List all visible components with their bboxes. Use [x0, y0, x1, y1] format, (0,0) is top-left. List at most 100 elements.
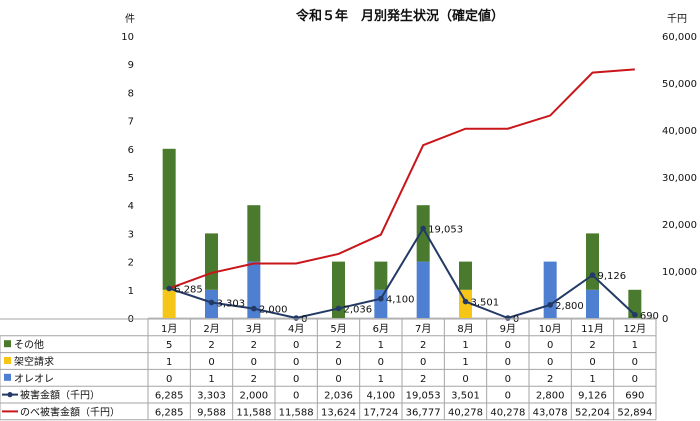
right-tick-label: 50,000 — [662, 79, 697, 90]
table-cell: 2,800 — [536, 391, 565, 402]
cumulative-damage-line — [168, 68, 635, 290]
bar-oreore — [543, 261, 557, 318]
monthly-damage-point — [632, 311, 638, 318]
table-cell: 0 — [505, 374, 511, 385]
table-cell: 52,204 — [575, 407, 610, 418]
monthly-damage-point-label: 690 — [640, 311, 659, 322]
bar-other — [205, 233, 218, 290]
table-cell: 0 — [293, 357, 299, 368]
x-tick-label: 4月 — [288, 323, 304, 335]
table-cell: 19,053 — [406, 391, 441, 402]
table-cell: 2 — [589, 340, 595, 351]
chart-title: 令和５年 月別発生状況（確定値） — [296, 8, 504, 24]
table-cell: 0 — [632, 357, 638, 368]
monthly-damage-point — [251, 305, 257, 312]
left-tick-label: 7 — [128, 117, 134, 128]
table-cell: 13,624 — [321, 407, 356, 418]
monthly-damage-point-label: 2,036 — [344, 304, 373, 315]
monthly-damage-point — [505, 315, 511, 321]
table-cell: 36,777 — [406, 407, 441, 418]
monthly-damage-point-label: 6,285 — [174, 284, 203, 295]
table-cell: 5 — [166, 340, 172, 351]
bar-other — [374, 261, 388, 290]
table-cell: 3,501 — [451, 391, 480, 402]
bar-other — [416, 205, 430, 262]
left-tick-label: 6 — [128, 145, 134, 156]
table-cell: 2,036 — [324, 391, 353, 402]
table-cell: 9,588 — [197, 407, 226, 418]
monthly-damage-point — [589, 272, 596, 278]
table-cell: 3,303 — [197, 391, 226, 402]
table-cell: 2 — [208, 340, 214, 351]
legend-monthly-damage-key-marker — [7, 392, 13, 398]
table-cell: 11,588 — [236, 407, 271, 418]
x-tick-label: 3月 — [246, 323, 262, 335]
legend-oreore-label: オレオレ — [14, 373, 54, 385]
table-cell: 4,100 — [367, 391, 396, 402]
bar-other — [586, 233, 599, 290]
bar-oreore — [416, 261, 430, 318]
monthly-damage-point — [462, 298, 469, 305]
table-cell: 17,724 — [363, 407, 398, 418]
table-cell: 0 — [505, 391, 511, 402]
legend-monthly-damage-label: 被害金額（千円） — [20, 389, 100, 402]
table-cell: 6,285 — [155, 391, 184, 402]
left-axis-unit: 件 — [125, 13, 135, 25]
table-cell: 0 — [335, 374, 341, 385]
table-cell: 0 — [293, 374, 299, 385]
x-tick-label: 6月 — [373, 323, 389, 335]
table-cell: 0 — [462, 374, 468, 385]
table-cell: 0 — [335, 357, 341, 368]
table-cell: 0 — [293, 340, 299, 351]
monthly-damage-point — [166, 285, 172, 292]
right-axis-unit: 千円 — [667, 13, 687, 25]
table-cell: 2 — [335, 340, 341, 351]
table-cell: 0 — [208, 357, 214, 368]
right-tick-label: 60,000 — [662, 32, 697, 43]
x-tick-label: 2月 — [203, 323, 219, 335]
left-tick-label: 10 — [121, 32, 134, 43]
monthly-damage-point-label: 3,303 — [217, 298, 246, 309]
monthly-damage-point — [378, 295, 384, 302]
table-cell: 0 — [378, 357, 384, 368]
x-tick-label: 10月 — [539, 323, 562, 335]
x-tick-label: 1月 — [161, 323, 177, 335]
table-cell: 1 — [589, 374, 595, 385]
bar-other — [247, 205, 261, 262]
monthly-damage-point-label: 4,100 — [386, 295, 415, 306]
monthly-damage-point-label: 9,126 — [598, 271, 627, 282]
table-cell: 11,588 — [279, 407, 314, 418]
bar-kakuu-seikyu — [162, 289, 176, 318]
legend-oreore-key — [4, 373, 11, 381]
left-tick-label: 4 — [128, 201, 134, 212]
left-tick-label: 5 — [128, 173, 134, 184]
table-cell: 1 — [166, 357, 172, 368]
table-cell: 52,894 — [617, 407, 652, 418]
table-cell: 0 — [547, 340, 553, 351]
table-cell: 2,000 — [240, 391, 269, 402]
table-cell: 1 — [632, 340, 638, 351]
left-tick-label: 1 — [128, 286, 134, 297]
x-tick-label: 8月 — [457, 323, 473, 335]
left-tick-label: 3 — [128, 229, 134, 240]
monthly-damage-point-label: 2,800 — [555, 301, 584, 312]
x-tick-label: 9月 — [500, 323, 516, 335]
bar-oreore — [247, 261, 261, 318]
table-cell: 2 — [420, 374, 426, 385]
bar-oreore — [586, 289, 599, 318]
bar-other — [162, 148, 176, 290]
bar-other — [459, 261, 472, 290]
right-tick-label: 20,000 — [662, 220, 697, 231]
table-cell: 690 — [625, 391, 644, 402]
monthly-damage-point — [547, 302, 553, 308]
table-cell: 0 — [251, 357, 257, 368]
left-tick-label: 8 — [128, 88, 134, 99]
table-cell: 0 — [632, 374, 638, 385]
table-cell: 0 — [589, 357, 595, 368]
table-cell: 1 — [462, 357, 468, 368]
table-cell: 0 — [166, 374, 172, 385]
monthly-damage-point — [208, 299, 215, 306]
x-tick-label: 5月 — [330, 323, 346, 335]
table-cell: 2 — [251, 374, 257, 385]
